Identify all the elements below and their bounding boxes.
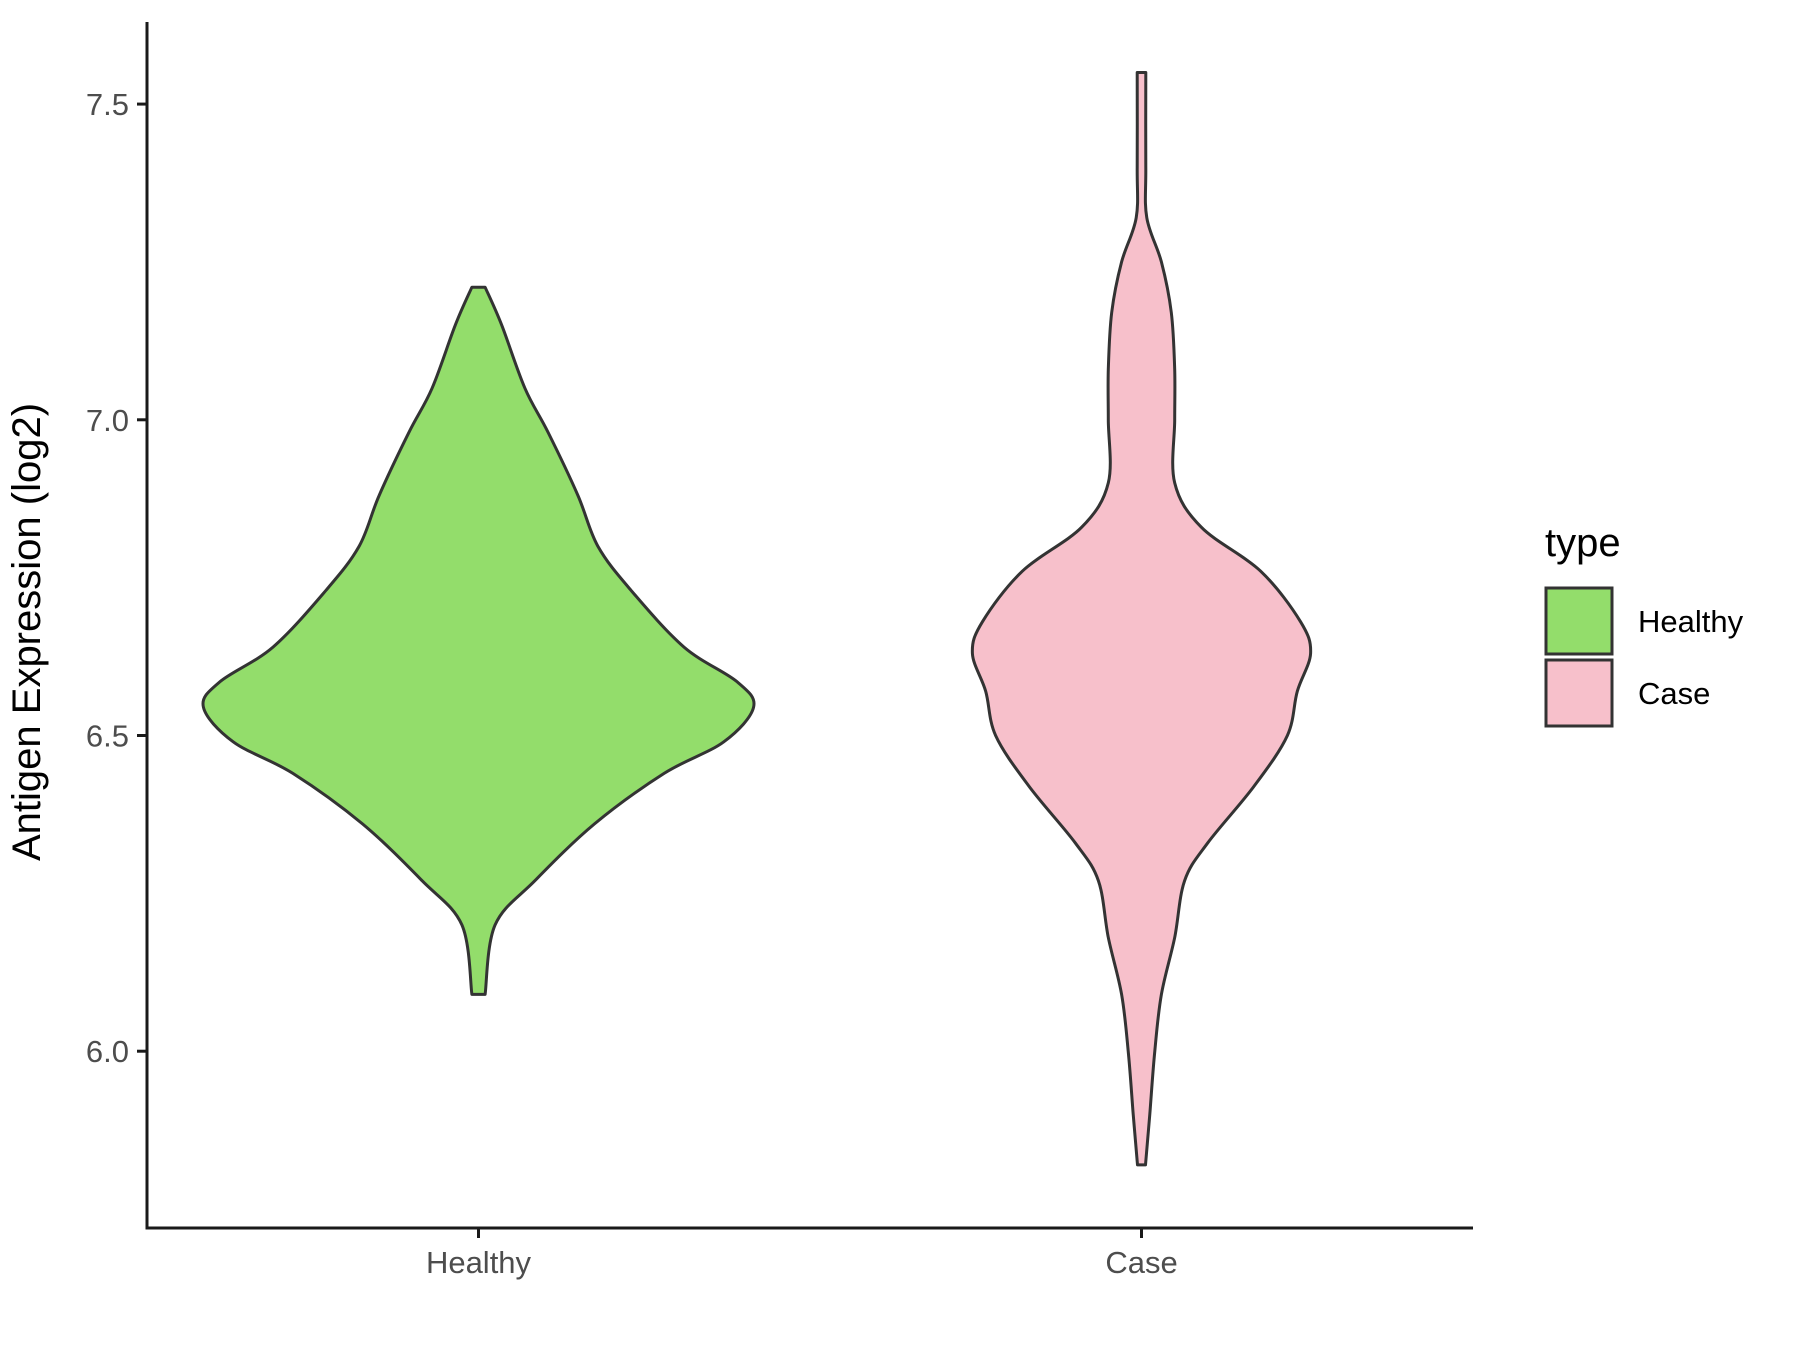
y-tick-label: 6.0 bbox=[86, 1034, 129, 1069]
legend-swatch-healthy bbox=[1544, 586, 1614, 656]
legend-label-healthy: Healthy bbox=[1638, 604, 1744, 639]
y-tick-label: 7.0 bbox=[86, 403, 129, 438]
legend-entries: Healthy Case bbox=[1544, 586, 1744, 728]
y-axis-ticks: 6.0 6.5 7.0 7.5 bbox=[86, 87, 147, 1069]
legend: type Healthy Case bbox=[1544, 521, 1744, 728]
y-tick-label: 7.5 bbox=[86, 87, 129, 122]
legend-label-case: Case bbox=[1638, 676, 1710, 711]
x-axis-ticks: Healthy Case bbox=[426, 1228, 1178, 1280]
violin-healthy bbox=[201, 285, 756, 996]
x-tick-label: Healthy bbox=[426, 1245, 532, 1280]
violins-layer bbox=[201, 71, 1313, 1167]
violin-case bbox=[970, 71, 1313, 1167]
legend-title: type bbox=[1545, 521, 1621, 565]
y-axis-title: Antigen Expression (log2) bbox=[5, 403, 49, 861]
legend-swatch-case bbox=[1544, 658, 1614, 728]
x-tick-label: Case bbox=[1105, 1245, 1177, 1280]
y-tick-label: 6.5 bbox=[86, 718, 129, 753]
